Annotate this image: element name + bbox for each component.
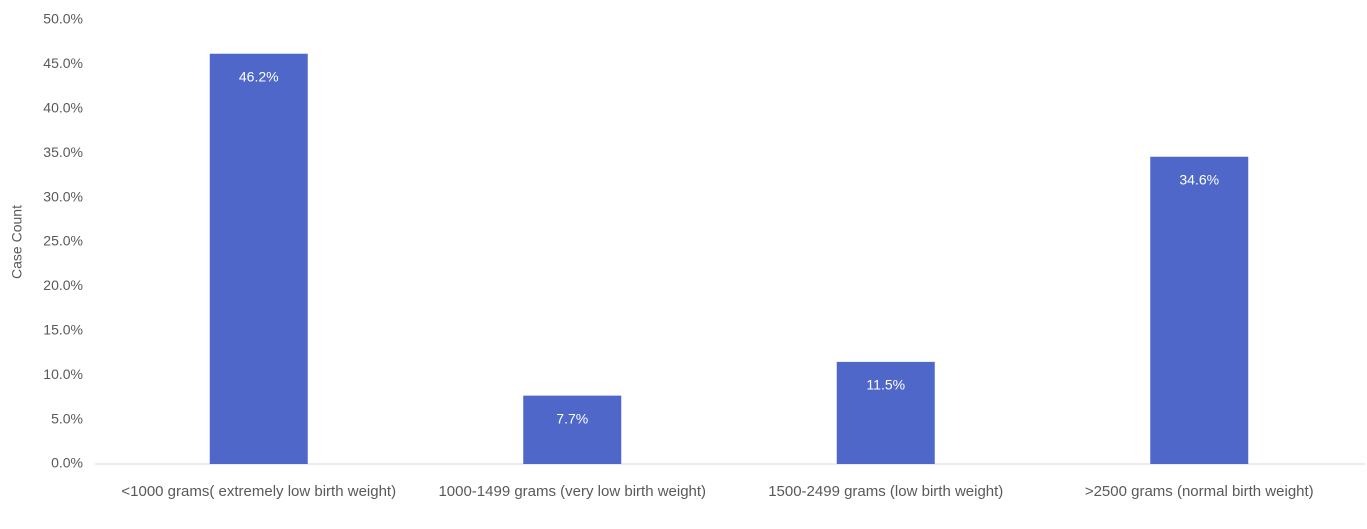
y-tick-label: 15.0% bbox=[43, 322, 83, 338]
y-tick-label: 30.0% bbox=[43, 188, 83, 204]
y-axis-label: Case Count bbox=[9, 205, 25, 279]
data-label: 34.6% bbox=[1179, 171, 1219, 187]
y-tick-label: 50.0% bbox=[43, 11, 83, 27]
x-tick-label: 1000-1499 grams (very low birth weight) bbox=[438, 483, 707, 500]
bar bbox=[1150, 156, 1249, 464]
bar bbox=[523, 395, 622, 464]
y-tick-label: 10.0% bbox=[43, 366, 83, 382]
y-tick-label: 35.0% bbox=[43, 144, 83, 160]
x-tick-label: 1500-2499 grams (low birth weight) bbox=[768, 483, 1004, 500]
x-tick-label: <1000 grams( extremely low birth weight) bbox=[121, 483, 397, 500]
y-tick-label: 20.0% bbox=[43, 277, 83, 293]
x-tick-label: >2500 grams (normal birth weight) bbox=[1084, 483, 1314, 500]
y-tick-label: 0.0% bbox=[51, 455, 83, 471]
data-label: 7.7% bbox=[556, 410, 588, 426]
y-tick-label: 40.0% bbox=[43, 100, 83, 116]
bar bbox=[836, 361, 935, 464]
y-tick-label: 25.0% bbox=[43, 233, 83, 249]
data-label: 46.2% bbox=[239, 68, 279, 84]
data-label: 11.5% bbox=[866, 377, 905, 393]
y-tick-label: 45.0% bbox=[43, 55, 83, 71]
y-tick-label: 5.0% bbox=[51, 410, 83, 426]
bar bbox=[209, 53, 308, 465]
